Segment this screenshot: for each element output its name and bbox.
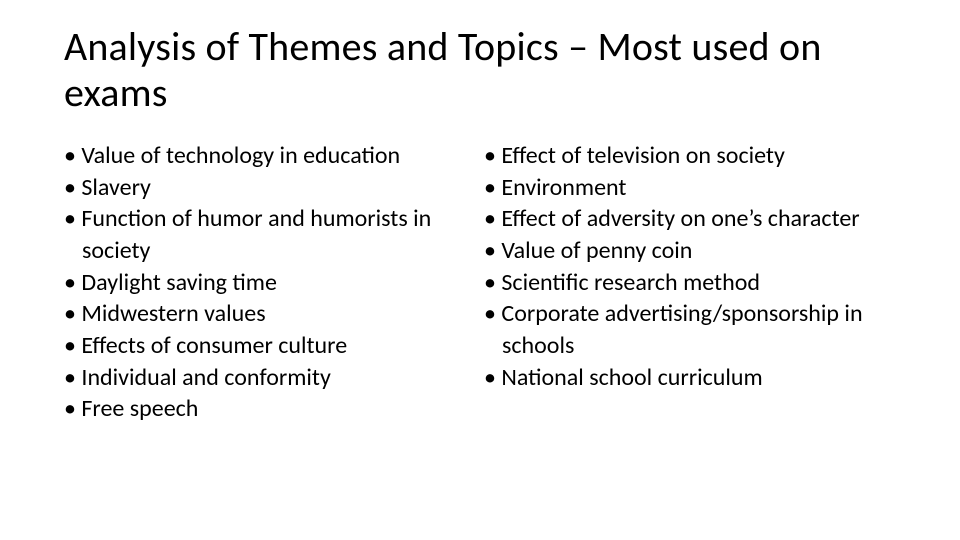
slide: Analysis of Themes and Topics – Most use… bbox=[0, 0, 960, 540]
list-item: Effect of television on society bbox=[484, 140, 896, 172]
list-item: Value of technology in education bbox=[64, 140, 480, 172]
content-columns: Value of technology in education Slavery… bbox=[64, 140, 896, 425]
left-list: Value of technology in education Slavery… bbox=[64, 140, 480, 425]
list-item: Individual and conformity bbox=[64, 362, 480, 394]
right-column: Effect of television on society Environm… bbox=[480, 140, 896, 425]
list-item: Effects of consumer culture bbox=[64, 330, 480, 362]
list-item: Free speech bbox=[64, 393, 480, 425]
list-item: Effect of adversity on one’s character bbox=[484, 203, 896, 235]
list-item: Daylight saving time bbox=[64, 267, 480, 299]
list-item: Environment bbox=[484, 172, 896, 204]
list-item: National school curriculum bbox=[484, 362, 896, 394]
right-list: Effect of television on society Environm… bbox=[484, 140, 896, 393]
list-item: Value of penny coin bbox=[484, 235, 896, 267]
list-item: Function of humor and humorists in socie… bbox=[64, 203, 480, 266]
list-item: Corporate advertising/sponsorship in sch… bbox=[484, 298, 896, 361]
list-item: Scientific research method bbox=[484, 267, 896, 299]
slide-title: Analysis of Themes and Topics – Most use… bbox=[64, 24, 896, 116]
list-item: Slavery bbox=[64, 172, 480, 204]
left-column: Value of technology in education Slavery… bbox=[64, 140, 480, 425]
list-item: Midwestern values bbox=[64, 298, 480, 330]
